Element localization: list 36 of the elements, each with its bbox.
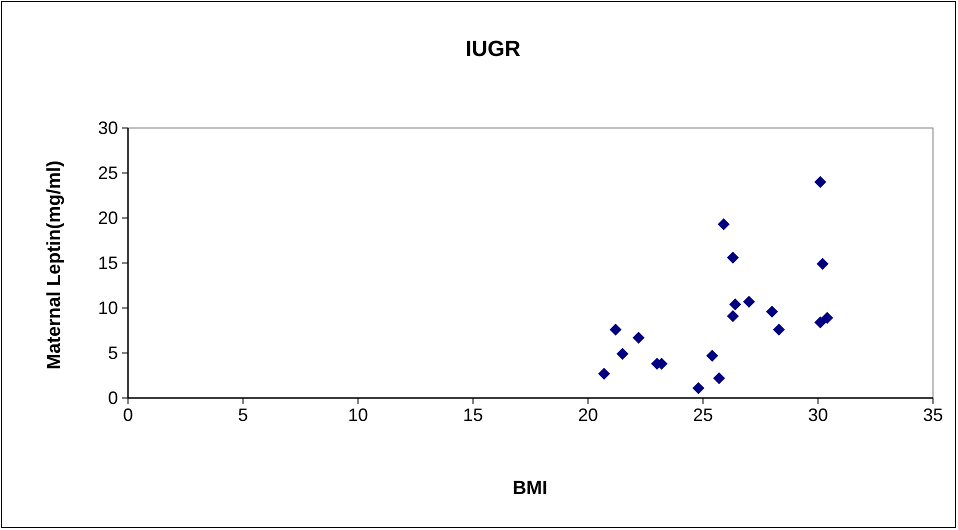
point <box>713 372 726 384</box>
x-axis-title: BMI <box>512 478 548 499</box>
y-tick-label: 10 <box>98 298 118 318</box>
y-tick-label: 0 <box>108 388 118 408</box>
x-tick-label: 10 <box>348 405 368 425</box>
x-tick-label: 0 <box>122 405 134 425</box>
y-tick-label: 30 <box>98 118 118 138</box>
point <box>816 258 829 270</box>
y-tick-label: 25 <box>98 163 118 183</box>
point <box>743 296 755 308</box>
point <box>766 306 778 318</box>
point <box>692 382 704 394</box>
x-tick-label: 15 <box>462 405 484 425</box>
point <box>718 218 730 230</box>
point <box>598 368 610 380</box>
y-tick-label: 15 <box>98 253 118 273</box>
point <box>814 176 826 188</box>
point <box>772 324 785 336</box>
y-tick-label: 20 <box>98 208 118 228</box>
x-tick-label: 25 <box>692 405 714 425</box>
x-tick-label: 20 <box>578 405 598 425</box>
point <box>706 350 718 362</box>
point <box>616 348 628 360</box>
x-tick-label: 30 <box>808 405 828 425</box>
point <box>632 332 645 344</box>
point <box>726 310 739 322</box>
point <box>729 298 742 310</box>
point <box>610 324 622 336</box>
point <box>814 316 826 328</box>
x-tick-label: 5 <box>238 405 248 425</box>
y-tick-label: 5 <box>108 343 118 363</box>
point <box>821 312 834 324</box>
chart-title: IUGR <box>466 36 521 61</box>
y-axis-title: Maternal Leptin(mg/ml) <box>44 160 65 370</box>
point <box>726 252 739 264</box>
x-tick-label: 35 <box>922 405 944 425</box>
